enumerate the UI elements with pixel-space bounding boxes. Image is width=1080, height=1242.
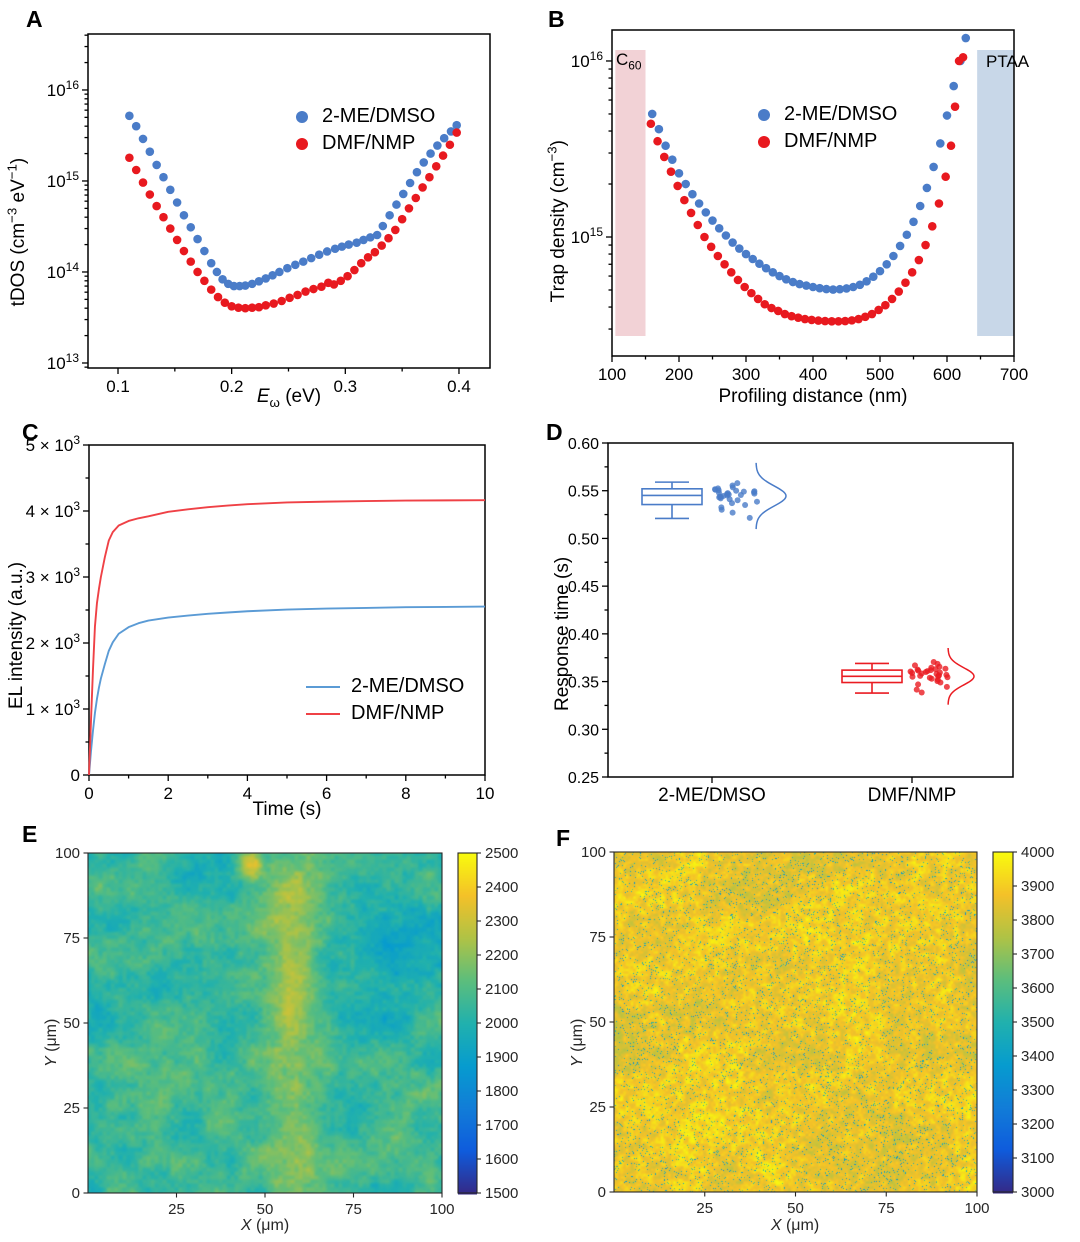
panel-c-legend: 2-ME/DMSO DMF/NMP bbox=[306, 673, 464, 727]
panel-f: F Y (μm) X (μm) bbox=[540, 805, 1080, 1242]
panel-f-canvas bbox=[540, 805, 1080, 1242]
band-label-sub: 60 bbox=[628, 58, 642, 73]
y-title-text: ) bbox=[8, 157, 29, 165]
panel-d-canvas bbox=[540, 415, 1080, 820]
legend-item: 2-ME/DMSO bbox=[296, 103, 435, 130]
panel-d-y-axis-title: Response time (s) bbox=[552, 556, 573, 711]
panel-e-letter: E bbox=[22, 821, 38, 847]
panel-a-canvas bbox=[0, 0, 540, 415]
panel-e-y-axis-title: Y (μm) bbox=[42, 1019, 62, 1067]
band-label-c60: C60 bbox=[616, 50, 642, 72]
legend-label: DMF/NMP bbox=[784, 130, 878, 152]
legend-dot-icon bbox=[758, 108, 770, 121]
legend-item: DMF/NMP bbox=[758, 128, 897, 155]
panel-f-x-axis-title: X (μm) bbox=[695, 1217, 895, 1235]
legend-label: 2-ME/DMSO bbox=[322, 105, 436, 127]
panel-e-x-axis-title: X (μm) bbox=[165, 1217, 365, 1235]
y-title-text: ) bbox=[548, 140, 569, 147]
category-label-dmf-nmp: DMF/NMP bbox=[867, 785, 957, 806]
x-title-text: (μm) bbox=[251, 1217, 290, 1234]
y-title-sup: −3 bbox=[544, 146, 560, 162]
panel-e-canvas bbox=[0, 805, 540, 1242]
y-title-italic: Y bbox=[43, 1056, 60, 1067]
y-title-text: tDOS (cm bbox=[8, 222, 29, 307]
panel-d-letter: D bbox=[546, 419, 563, 445]
x-title-italic: X bbox=[770, 1217, 782, 1234]
band-label-ptaa: PTAA bbox=[986, 52, 1030, 71]
legend-dot-icon bbox=[296, 110, 308, 123]
legend-item: 2-ME/DMSO bbox=[758, 101, 897, 128]
y-title-text: eV bbox=[8, 179, 29, 208]
x-title-italic: X bbox=[240, 1217, 252, 1234]
x-title-sub: ω bbox=[269, 394, 280, 410]
y-title-italic: Y bbox=[569, 1056, 586, 1067]
panel-f-y-axis-title: Y (μm) bbox=[568, 1019, 588, 1067]
x-title-italic: E bbox=[256, 386, 270, 407]
legend-label: DMF/NMP bbox=[351, 702, 445, 724]
panel-a-letter: A bbox=[26, 6, 43, 32]
y-title-sup: −3 bbox=[4, 207, 20, 223]
x-title-text: (μm) bbox=[781, 1217, 820, 1234]
legend-label: 2-ME/DMSO bbox=[351, 675, 465, 697]
y-title-text: (μm) bbox=[43, 1018, 60, 1057]
y-title-sup: −1 bbox=[4, 164, 20, 180]
panel-a-legend: 2-ME/DMSO DMF/NMP bbox=[296, 103, 435, 157]
x-title-text: (eV) bbox=[279, 386, 322, 407]
panel-c-y-axis-title: EL intensity (a.u.) bbox=[6, 561, 27, 709]
legend-item: DMF/NMP bbox=[296, 130, 435, 157]
panel-e: E Y (μm) X (μm) bbox=[0, 805, 540, 1242]
panel-c-letter: C bbox=[22, 419, 39, 445]
panel-b-y-axis-title: Trap density (cm−3) bbox=[542, 140, 570, 302]
category-label-2me-dmso: 2-ME/DMSO bbox=[658, 785, 766, 806]
legend-dot-icon bbox=[758, 135, 770, 148]
band-label-text: C bbox=[616, 50, 629, 69]
panel-f-letter: F bbox=[556, 825, 571, 851]
panel-b-legend: 2-ME/DMSO DMF/NMP bbox=[758, 101, 897, 155]
panel-c-canvas bbox=[0, 415, 540, 820]
y-title-text: (μm) bbox=[569, 1018, 586, 1057]
panel-d: D Response time (s) 2-ME/DMSO DMF/NMP bbox=[540, 415, 1080, 820]
panel-a-y-axis-title: tDOS (cm−3 eV−1) bbox=[2, 158, 30, 307]
panel-b-letter: B bbox=[548, 6, 565, 32]
legend-label: 2-ME/DMSO bbox=[784, 103, 898, 125]
legend-dot-icon bbox=[296, 137, 308, 150]
legend-line-icon bbox=[306, 685, 340, 688]
panel-c: C EL intensity (a.u.) Time (s) 2-ME/DMSO… bbox=[0, 415, 540, 820]
legend-item: 2-ME/DMSO bbox=[306, 673, 464, 700]
legend-label: DMF/NMP bbox=[322, 132, 416, 154]
panel-a: A tDOS (cm−3 eV−1) Eω (eV) 2-ME/DMSO DMF… bbox=[0, 0, 540, 415]
legend-line-icon bbox=[306, 712, 340, 715]
panel-b-x-axis-title: Profiling distance (nm) bbox=[718, 386, 908, 407]
panel-a-x-axis-title: Eω (eV) bbox=[189, 386, 389, 410]
panel-b-canvas bbox=[540, 0, 1080, 415]
y-title-text: Trap density (cm bbox=[548, 161, 569, 303]
panel-b: B Trap density (cm−3) Profiling distance… bbox=[540, 0, 1080, 415]
legend-item: DMF/NMP bbox=[306, 700, 464, 727]
